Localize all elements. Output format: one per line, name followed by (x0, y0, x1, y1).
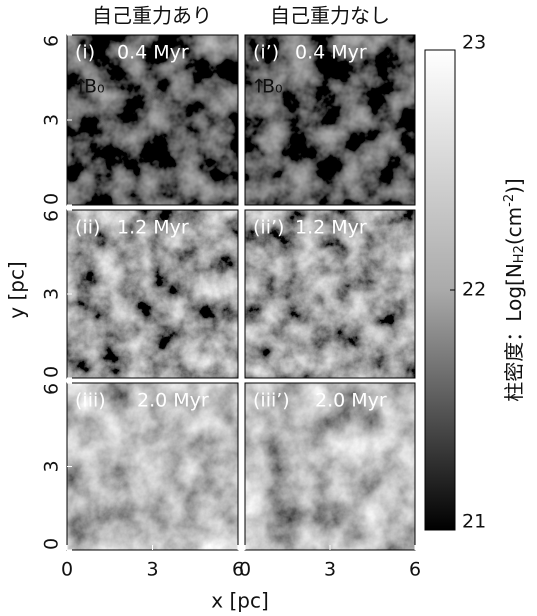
colorbar-label-part: H2 (512, 245, 527, 263)
y-tick-label: 6 (41, 35, 63, 47)
simulation-image (245, 210, 415, 378)
panel-frame (244, 34, 416, 206)
y-tick-label: 6 (41, 383, 63, 395)
y-tick-label: 3 (41, 288, 63, 300)
field-label: B₀ (84, 76, 105, 98)
panel-time: 2.0 Myr (137, 390, 209, 412)
column-title: 自己重力なし (270, 4, 390, 28)
colorbar-label-part: 柱密度：Log[N (502, 263, 526, 402)
x-tick-label: 0 (61, 559, 73, 581)
y-tick-label: 0 (41, 193, 63, 205)
simulation-image (67, 35, 238, 205)
simulation-image (67, 383, 238, 550)
panel-time: 2.0 Myr (315, 390, 387, 412)
field-label: B₀ (262, 76, 283, 98)
panel-label: (i) (75, 42, 95, 64)
x-tick-label: 0 (239, 559, 251, 581)
panel-label: (i’) (253, 42, 279, 64)
x-axis-label: x [pc] (211, 589, 269, 613)
column-title: 自己重力あり (92, 4, 212, 28)
y-tick-label: 0 (41, 366, 63, 378)
panel-frame (244, 209, 416, 379)
panel-label: (iii) (75, 390, 106, 412)
colorbar-tick-label: 23 (462, 32, 486, 54)
colorbar-tick-label: 21 (462, 511, 486, 533)
y-tick-label: 3 (41, 460, 63, 472)
x-tick-label: 3 (324, 559, 336, 581)
y-tick-label: 3 (41, 114, 63, 126)
y-tick-label: 6 (41, 210, 63, 222)
y-axis-label: y [pc] (5, 261, 29, 319)
panel-time: 0.4 Myr (117, 42, 189, 64)
simulation-image (67, 210, 238, 378)
panel-time: 0.4 Myr (295, 42, 367, 64)
field-arrow: ↑ (251, 76, 267, 98)
y-tick-label: 0 (41, 538, 63, 550)
panel-time: 1.2 Myr (295, 217, 367, 239)
simulation-image (245, 35, 415, 205)
x-tick-label: 6 (232, 559, 244, 581)
panel-time: 1.2 Myr (117, 217, 189, 239)
colorbar-label-part: (cm (502, 207, 526, 245)
colorbar-label-part: )] (502, 178, 526, 194)
panel-label: (ii) (75, 217, 100, 239)
colorbar-label: 柱密度：Log[NH2(cm-2)] (502, 178, 527, 401)
colorbar-tick-label: 22 (462, 279, 486, 301)
x-tick-label: 3 (146, 559, 158, 581)
x-tick-label: 6 (409, 559, 421, 581)
simulation-image (245, 383, 415, 550)
panel-label: (ii’) (253, 217, 284, 239)
panel-label: (iii’) (253, 390, 290, 412)
colorbar-label-part: -2 (502, 194, 517, 207)
field-arrow: ↑ (73, 76, 89, 98)
